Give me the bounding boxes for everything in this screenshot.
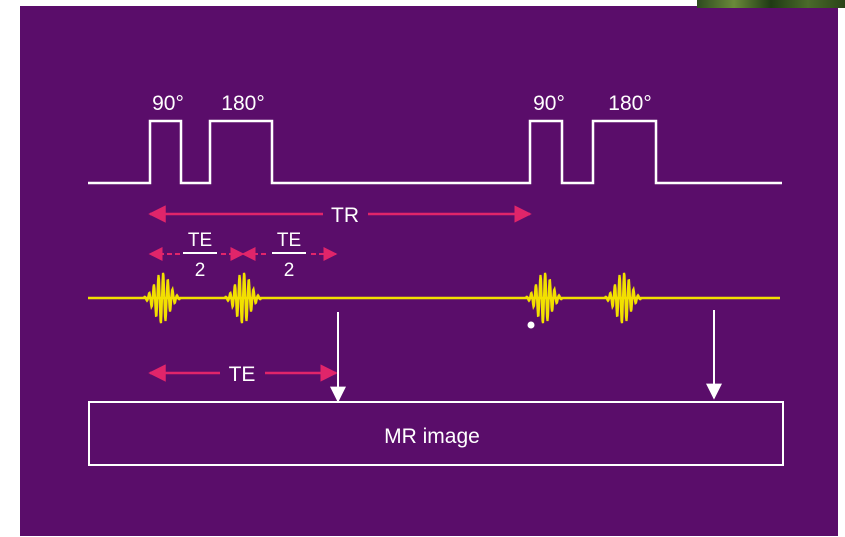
pulse-label-180-second: 180° <box>608 92 651 115</box>
tr-label: TR <box>331 204 359 227</box>
te-half-numerator-1: TE <box>188 230 212 251</box>
mr-image-box <box>88 401 784 466</box>
te-half-numerator-2: TE <box>277 230 301 251</box>
corner-photo-fragment <box>697 0 845 8</box>
pulse-label-180-first: 180° <box>221 92 264 115</box>
echo-2 <box>224 272 262 324</box>
slide-background <box>20 6 838 536</box>
te-half-denominator-1: 2 <box>195 260 206 281</box>
te-half-denominator-2: 2 <box>284 260 295 281</box>
echo-3 <box>525 272 563 324</box>
echo-1 <box>143 272 181 324</box>
echo-4 <box>604 272 642 324</box>
pulse-label-90-first: 90° <box>152 92 184 115</box>
stray-dot <box>527 321 535 329</box>
rf-pulse-line <box>88 119 782 185</box>
te-label: TE <box>229 363 256 386</box>
pulse-label-90-second: 90° <box>533 92 565 115</box>
signal-echoes <box>143 272 642 324</box>
mr-image-label: MR image <box>384 425 480 448</box>
